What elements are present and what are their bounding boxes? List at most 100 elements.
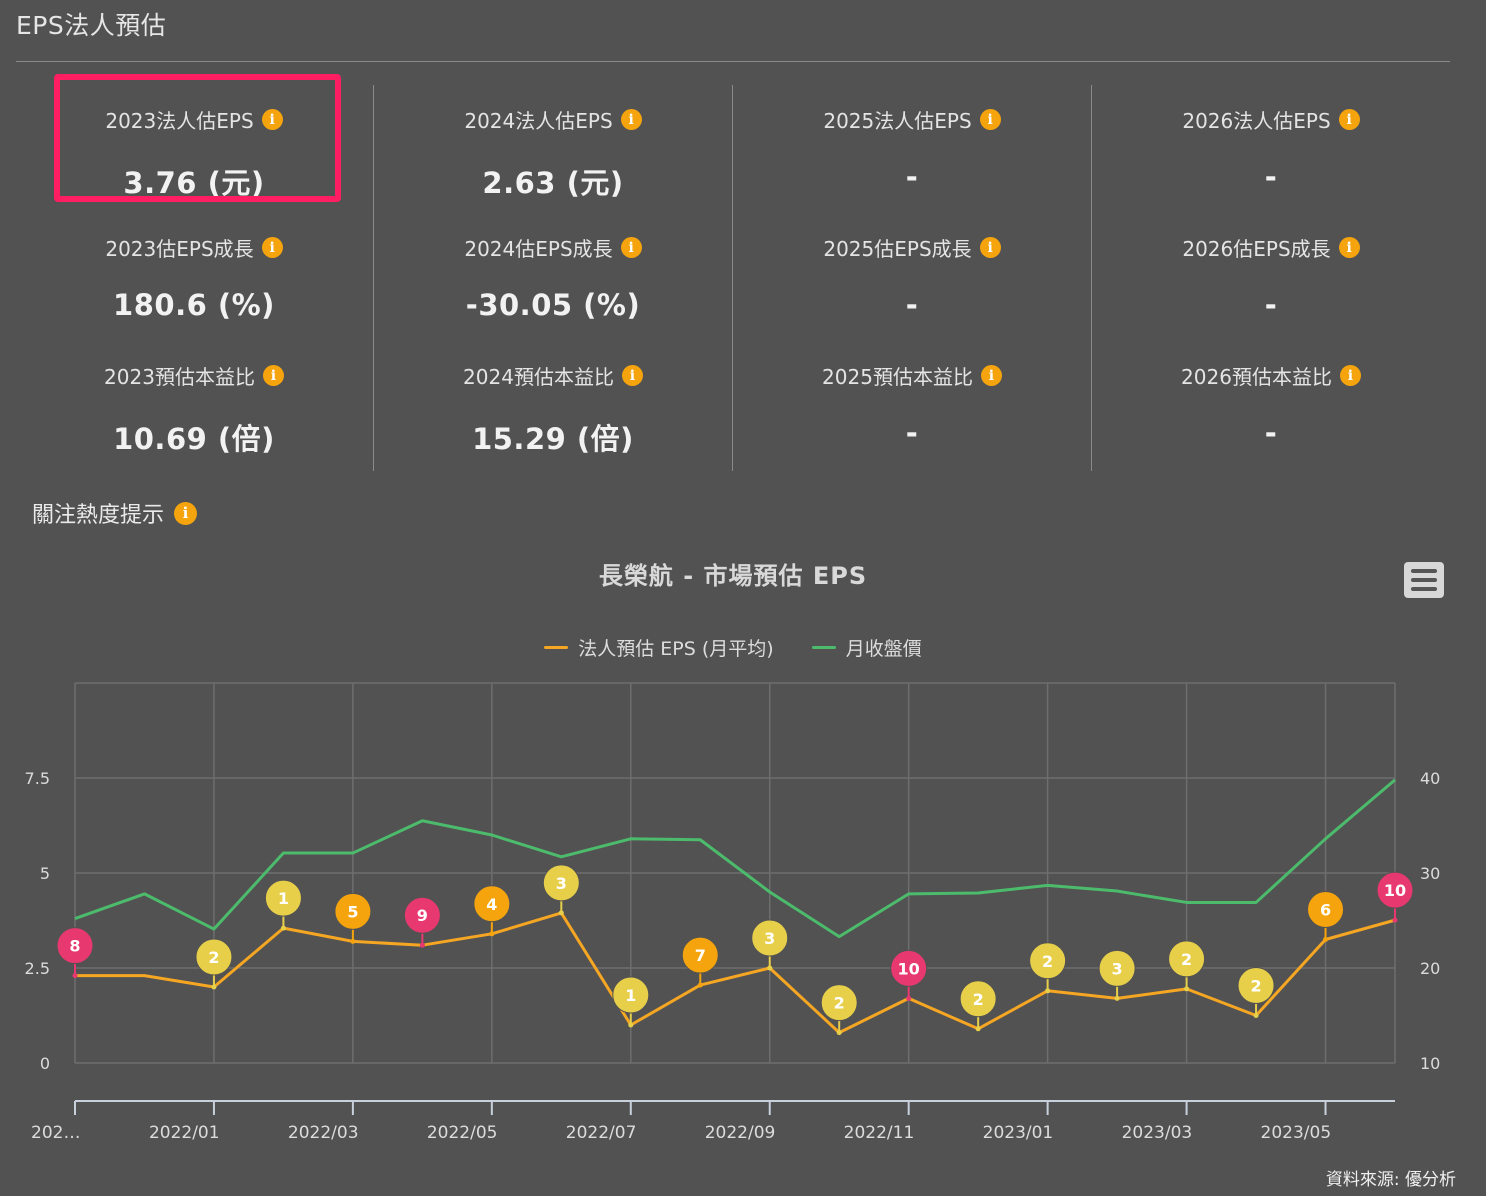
attention-marker-label: 7 xyxy=(695,946,706,965)
metric-pe-ratio: 2026預估本益比 i - xyxy=(1092,361,1450,450)
x-tick-label: 2022/07 xyxy=(566,1123,637,1143)
attention-marker-label: 3 xyxy=(1112,959,1123,978)
info-icon[interactable]: i xyxy=(1338,237,1360,258)
info-icon[interactable]: i xyxy=(174,501,198,525)
info-icon[interactable]: i xyxy=(261,237,283,258)
metric-value: - xyxy=(1264,288,1278,322)
info-icon[interactable]: i xyxy=(621,365,643,386)
marker-anchor xyxy=(489,931,495,937)
column-divider xyxy=(1091,85,1092,471)
y-left-tick-label: 5 xyxy=(40,864,50,883)
legend-label: 月收盤價 xyxy=(845,638,922,660)
info-icon[interactable]: i xyxy=(262,365,284,386)
y-right-tick-label: 10 xyxy=(1420,1054,1440,1073)
attention-marker-label: 2 xyxy=(1042,952,1053,971)
y-left-tick-label: 0 xyxy=(40,1054,50,1073)
attention-marker xyxy=(1237,967,1275,1004)
metric-label: 2023法人估EPS xyxy=(105,109,254,133)
info-icon[interactable]: i xyxy=(261,109,283,130)
metric-eps-estimate: 2025法人估EPS i - xyxy=(733,105,1091,194)
marker-anchor xyxy=(72,973,78,979)
attention-marker-label: 2 xyxy=(1250,977,1261,996)
highlight-box xyxy=(54,74,341,202)
metric-value: - xyxy=(905,288,919,322)
attention-marker-label: 2 xyxy=(208,948,219,967)
marker-anchor xyxy=(280,925,286,931)
info-icon[interactable]: i xyxy=(979,237,1001,258)
page-title: EPS法人預估 xyxy=(16,11,167,40)
marker-anchor xyxy=(1323,937,1329,942)
info-icon[interactable]: i xyxy=(980,365,1002,386)
x-tick-label: 2022/11 xyxy=(844,1123,915,1143)
attention-marker-label: 2 xyxy=(1181,950,1192,969)
attention-marker-label: 2 xyxy=(834,994,845,1013)
column-2026: 2026法人估EPS i - 2026估EPS成長 i - 2026預估本益比 i - xyxy=(1092,85,1450,471)
info-icon[interactable]: i xyxy=(620,237,642,258)
y-left-tick-label: 7.5 xyxy=(25,769,50,788)
metric-value: 180.6 (%) xyxy=(113,288,275,322)
eps-estimate-grid: 2023法人估EPS i 3.76 (元) 2023估EPS成長 i 180.6 (… xyxy=(15,85,1450,471)
attention-marker xyxy=(56,927,94,965)
info-icon[interactable]: i xyxy=(979,109,1001,130)
attention-marker xyxy=(1098,949,1136,987)
attention-marker-label: 5 xyxy=(347,902,358,921)
attention-marker xyxy=(1168,940,1206,978)
metric-eps-estimate: 2024法人估EPS i 2.63 (元) xyxy=(374,105,732,202)
attention-marker-label: 10 xyxy=(1384,881,1406,900)
metric-label: 2024法人估EPS xyxy=(464,109,613,133)
metric-eps-growth: 2025估EPS成長 i - xyxy=(733,233,1091,322)
attention-marker xyxy=(1029,942,1067,980)
marker-anchor xyxy=(1184,986,1190,992)
attention-marker xyxy=(820,984,858,1022)
metric-value: 2.63 (元) xyxy=(482,166,624,200)
y-right-tick-label: 40 xyxy=(1420,769,1440,788)
attention-marker xyxy=(195,938,233,976)
attention-marker-label: 4 xyxy=(486,895,497,914)
metric-value: 3.76 (元) xyxy=(123,166,265,200)
attention-marker xyxy=(751,919,789,957)
metric-pe-ratio: 2025預估本益比 i - xyxy=(733,361,1091,450)
legend-swatch xyxy=(544,646,569,649)
x-tick-label: 2023/03 xyxy=(1122,1123,1193,1143)
x-tick-label: 2022/01 xyxy=(149,1123,220,1143)
legend-item-eps[interactable]: 法人預估 EPS (月平均) xyxy=(544,634,774,661)
marker-anchor xyxy=(1392,917,1398,923)
y-right-tick-label: 20 xyxy=(1420,959,1440,978)
metric-eps-estimate: 2026法人估EPS i - xyxy=(1092,105,1450,194)
metric-label: 2024估EPS成長 xyxy=(464,237,613,261)
metric-value: - xyxy=(905,160,919,194)
attention-marker-label: 1 xyxy=(278,889,289,908)
metric-eps-estimate: 2023法人估EPS i 3.76 (元) xyxy=(15,105,373,202)
legend-item-price[interactable]: 月收盤價 xyxy=(811,634,922,661)
attention-marker xyxy=(1376,871,1414,909)
attention-marker xyxy=(890,949,928,987)
info-icon[interactable]: i xyxy=(620,109,642,130)
attention-marker-label: 1 xyxy=(625,986,636,1005)
attention-marker-label: 8 xyxy=(69,937,80,956)
chart-menu-button[interactable] xyxy=(1404,562,1444,598)
eps-series-line xyxy=(75,911,1396,1035)
legend-swatch xyxy=(811,646,836,649)
x-tick-label: 2023/01 xyxy=(983,1123,1054,1143)
marker-anchor xyxy=(1045,988,1051,994)
menu-icon-bar xyxy=(1411,578,1437,582)
column-2025: 2025法人估EPS i - 2025估EPS成長 i - 2025預估本益比 i - xyxy=(733,85,1091,471)
eps-price-chart[interactable]: 0 2.5 5 7.5 10 20 30 40 202… 2022/01 2022/03 2022/0… xyxy=(0,660,1486,1160)
attention-marker xyxy=(542,864,580,902)
y-right-tick-label: 30 xyxy=(1420,864,1440,883)
legend-label: 法人預估 EPS (月平均) xyxy=(578,638,774,660)
marker-anchor xyxy=(419,942,425,948)
attention-marker xyxy=(681,936,719,974)
attention-marker xyxy=(403,896,441,934)
attention-marker-label: 9 xyxy=(417,906,428,925)
metric-value: 10.69 (倍) xyxy=(113,422,275,456)
title-divider xyxy=(16,61,1450,62)
metric-value: - xyxy=(1264,416,1278,450)
info-icon[interactable]: i xyxy=(1339,365,1361,386)
info-icon[interactable]: i xyxy=(1338,109,1360,130)
marker-anchor xyxy=(836,1030,842,1036)
attention-marker xyxy=(264,879,302,917)
marker-anchor xyxy=(350,938,356,944)
metric-value: - xyxy=(1264,160,1278,194)
metric-value: - xyxy=(905,416,919,450)
